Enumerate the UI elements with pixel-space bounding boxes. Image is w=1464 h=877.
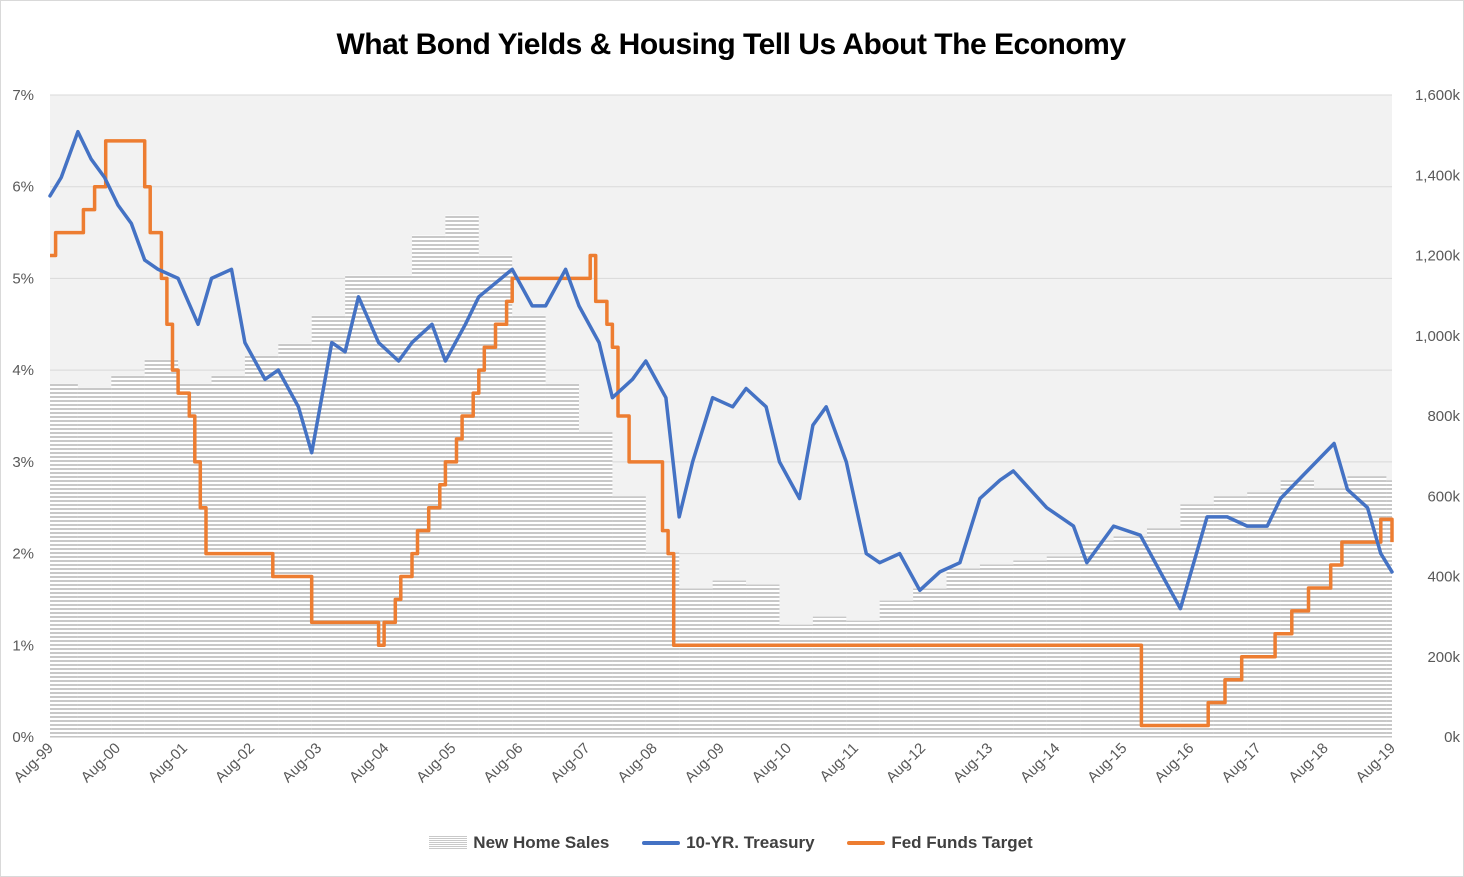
y-right-tick-label: 1,200k bbox=[1415, 248, 1461, 265]
new-home-sales-bar bbox=[244, 355, 279, 737]
new-home-sales-bar bbox=[612, 496, 646, 737]
x-tick-label: Aug-06 bbox=[480, 740, 526, 786]
x-tick-label: Aug-10 bbox=[749, 740, 795, 786]
x-tick-label: Aug-12 bbox=[883, 740, 929, 786]
series-lines bbox=[48, 129, 1394, 728]
treasury-line bbox=[48, 129, 1394, 611]
y-right-tick-label: 800k bbox=[1427, 408, 1460, 425]
new-home-sales-bar bbox=[946, 568, 980, 737]
legend-label: 10-YR. Treasury bbox=[686, 832, 815, 852]
x-tick-label: Aug-03 bbox=[279, 740, 325, 786]
new-home-sales-bar bbox=[779, 624, 813, 737]
new-home-sales-bar bbox=[712, 580, 747, 737]
x-tick-label: Aug-08 bbox=[615, 740, 661, 786]
x-tick-label: Aug-13 bbox=[950, 740, 996, 786]
x-tick-label: Aug-00 bbox=[78, 740, 124, 786]
y-left-tick-label: 3% bbox=[12, 454, 34, 471]
new-home-sales-bar bbox=[1213, 496, 1248, 737]
fed-funds-swatch bbox=[847, 841, 886, 846]
new-home-sales-bar bbox=[512, 315, 546, 737]
y-axis-left: 0% 1% 2% 3% 4% 5% 6% 7% bbox=[12, 87, 34, 746]
chart-title: What Bond Yields & Housing Tell Us About… bbox=[336, 28, 1126, 61]
legend-item-fed-funds: Fed Funds Target bbox=[847, 832, 1033, 853]
x-tick-label: Aug-15 bbox=[1084, 740, 1130, 786]
new-home-sales-bar bbox=[913, 588, 947, 737]
y-left-tick-label: 5% bbox=[12, 270, 34, 287]
legend-item-treasury: 10-YR. Treasury bbox=[642, 833, 815, 853]
x-tick-label: Aug-01 bbox=[145, 740, 191, 786]
x-tick-label: Aug-04 bbox=[346, 740, 392, 786]
y-axis-right: 0k 200k 400k 600k 800k 1,000k 1,200k 1,400k 1,60… bbox=[1415, 87, 1461, 746]
new-home-sales-bar bbox=[111, 375, 145, 737]
new-home-sales-bar bbox=[311, 315, 346, 737]
new-home-sales-bar bbox=[1347, 476, 1387, 737]
new-home-sales-bar bbox=[77, 387, 112, 737]
x-axis: Aug-99 Aug-00 Aug-01 Aug-02 Aug-03 Aug-04 Aug-… bbox=[11, 736, 1399, 786]
legend-label: New Home Sales bbox=[473, 832, 610, 852]
new-home-sales-bar bbox=[846, 620, 880, 737]
new-home-sales-bar bbox=[545, 383, 580, 737]
y-right-tick-label: 1,600k bbox=[1415, 87, 1461, 104]
x-tick-label: Aug-05 bbox=[413, 740, 459, 786]
x-tick-label: Aug-18 bbox=[1286, 740, 1332, 786]
new-home-sales-bar bbox=[278, 343, 312, 737]
y-right-tick-label: 400k bbox=[1427, 569, 1460, 586]
new-home-sales-bar bbox=[1013, 560, 1047, 737]
x-tick-label: Aug-16 bbox=[1151, 740, 1197, 786]
new-home-sales-bar bbox=[1386, 480, 1392, 737]
new-home-sales-bar bbox=[979, 564, 1014, 737]
x-tick-label: Aug-11 bbox=[817, 740, 862, 785]
x-tick-label: Aug-17 bbox=[1218, 740, 1264, 786]
new-home-sales-bar bbox=[144, 359, 179, 737]
new-home-sales-bar bbox=[812, 616, 847, 737]
treasury-swatch bbox=[642, 841, 681, 846]
new-home-sales-bar bbox=[579, 432, 613, 737]
x-tick-label: Aug-02 bbox=[212, 740, 258, 786]
x-tick-label: Aug-99 bbox=[11, 740, 57, 786]
y-right-tick-label: 600k bbox=[1427, 488, 1460, 505]
new-home-sales-bar bbox=[1314, 488, 1348, 737]
new-home-sales-bar bbox=[679, 588, 713, 737]
y-left-tick-label: 4% bbox=[12, 362, 34, 379]
y-right-tick-label: 0k bbox=[1444, 729, 1460, 746]
y-left-tick-label: 0% bbox=[12, 729, 34, 746]
new-home-sales-bar bbox=[1247, 492, 1281, 737]
legend-label: Fed Funds Target bbox=[891, 832, 1033, 852]
new-home-sales-swatch bbox=[429, 836, 468, 851]
new-home-sales-bar bbox=[345, 275, 379, 737]
x-tick-label: Aug-09 bbox=[682, 740, 728, 786]
y-right-tick-label: 1,000k bbox=[1415, 328, 1461, 345]
x-tick-label: Aug-19 bbox=[1353, 740, 1399, 786]
y-left-tick-label: 6% bbox=[12, 179, 34, 196]
x-tick-label: Aug-14 bbox=[1017, 740, 1063, 786]
new-home-sales-bar bbox=[879, 600, 914, 737]
new-home-sales-bar bbox=[1146, 528, 1181, 737]
legend: New Home Sales 10-YR. Treasury Fed Funds… bbox=[0, 832, 1462, 853]
y-left-tick-label: 2% bbox=[12, 546, 34, 563]
y-right-tick-label: 1,400k bbox=[1415, 167, 1461, 184]
new-home-sales-bar bbox=[746, 584, 780, 737]
legend-item-new-home-sales: New Home Sales bbox=[429, 833, 609, 853]
y-left-tick-label: 1% bbox=[12, 637, 34, 654]
y-left-tick-label: 7% bbox=[12, 87, 34, 104]
new-home-sales-bar bbox=[50, 383, 78, 737]
fed-funds-line bbox=[50, 139, 1394, 728]
x-tick-label: Aug-07 bbox=[547, 740, 593, 786]
new-home-sales-bar bbox=[1080, 540, 1114, 737]
new-home-sales-bar bbox=[445, 215, 479, 737]
new-home-sales-bar bbox=[211, 375, 245, 737]
new-home-sales-bar bbox=[378, 275, 412, 737]
new-home-sales-bar bbox=[1180, 504, 1214, 737]
y-right-tick-label: 200k bbox=[1427, 649, 1460, 666]
